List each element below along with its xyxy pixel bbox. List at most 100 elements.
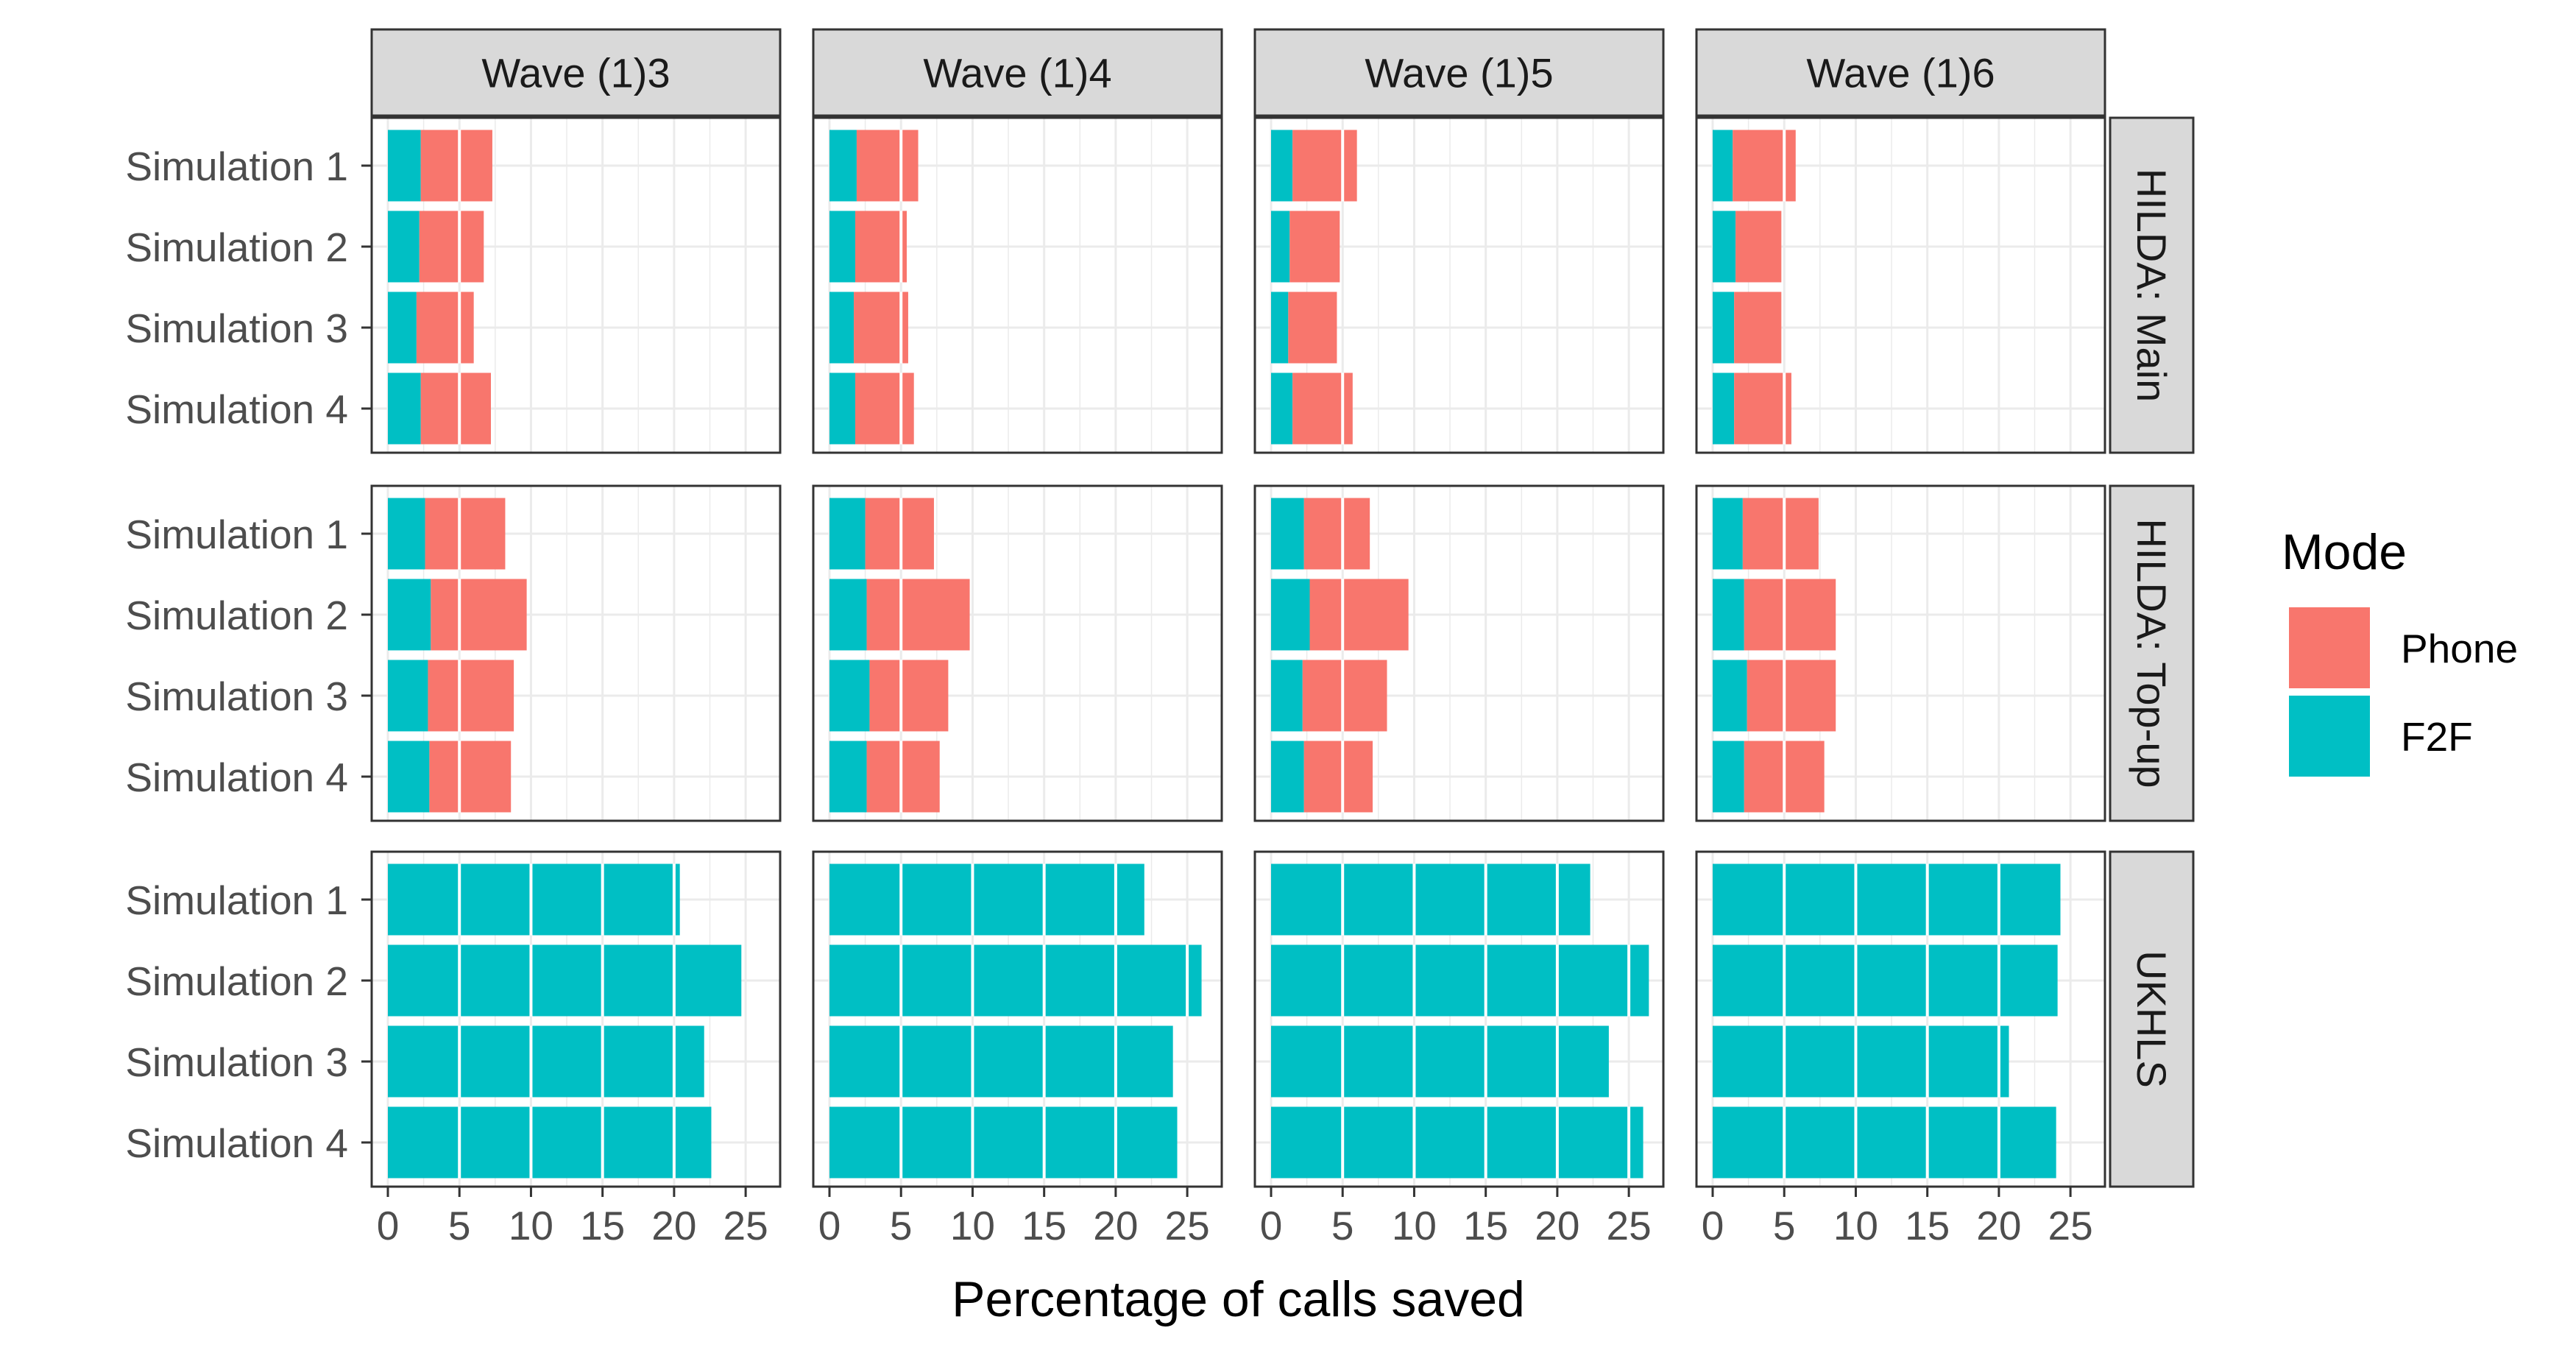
panel-border bbox=[1253, 850, 1665, 1188]
bar-f2f bbox=[1271, 292, 1289, 364]
bar-phone bbox=[855, 372, 914, 445]
bar-f2f bbox=[1713, 741, 1744, 813]
legend-title: Mode bbox=[2282, 524, 2407, 580]
bar-phone bbox=[869, 660, 949, 732]
column-strip-label: Wave (1)5 bbox=[1365, 50, 1553, 96]
x-tick-label: 10 bbox=[1392, 1203, 1437, 1248]
bar-f2f bbox=[1271, 130, 1293, 202]
bar-f2f bbox=[1271, 579, 1310, 651]
panel-border bbox=[370, 850, 782, 1188]
column-strip bbox=[812, 28, 1223, 117]
bar-f2f bbox=[829, 1106, 1178, 1179]
panel-border bbox=[1695, 484, 2106, 822]
bar-phone bbox=[855, 211, 907, 283]
bar-f2f bbox=[388, 1025, 704, 1098]
x-tick-label: 20 bbox=[1093, 1203, 1138, 1248]
y-tick-label: Simulation 4 bbox=[125, 1120, 348, 1166]
bar-f2f bbox=[1271, 372, 1293, 445]
bar-f2f bbox=[829, 372, 855, 445]
y-tick-label: Simulation 1 bbox=[125, 877, 348, 923]
bar-f2f bbox=[388, 863, 680, 936]
bar-f2f bbox=[1271, 1106, 1643, 1179]
bar-f2f bbox=[829, 292, 854, 364]
legend-label: F2F bbox=[2401, 714, 2473, 760]
bar-f2f bbox=[1713, 944, 2058, 1017]
bar-f2f bbox=[829, 579, 867, 651]
bar-f2f bbox=[388, 130, 421, 202]
x-tick-label: 0 bbox=[818, 1203, 841, 1248]
column-strip bbox=[1253, 28, 1665, 117]
legend-key-f2f bbox=[2289, 696, 2370, 777]
y-tick-label: Simulation 3 bbox=[125, 1039, 348, 1085]
panel-border bbox=[1253, 484, 1665, 822]
bar-phone bbox=[419, 211, 484, 283]
x-tick-label: 10 bbox=[509, 1203, 553, 1248]
bar-f2f bbox=[388, 579, 431, 651]
bar-phone bbox=[1733, 130, 1796, 202]
bar-f2f bbox=[1271, 660, 1303, 732]
x-tick-label: 25 bbox=[1607, 1203, 1652, 1248]
y-tick-label: Simulation 3 bbox=[125, 674, 348, 719]
y-tick-label: Simulation 3 bbox=[125, 305, 348, 351]
bar-phone bbox=[429, 741, 512, 813]
legend-key-phone bbox=[2289, 607, 2370, 688]
row-strip-label: HILDA: Top-up bbox=[2129, 518, 2175, 788]
x-tick-label: 0 bbox=[1702, 1203, 1724, 1248]
bar-f2f bbox=[829, 1025, 1173, 1098]
column-strip-label: Wave (1)4 bbox=[923, 50, 1111, 96]
row-strip bbox=[2109, 484, 2195, 822]
y-tick-label: Simulation 2 bbox=[125, 225, 348, 270]
x-tick-label: 25 bbox=[2048, 1203, 2093, 1248]
bar-f2f bbox=[1713, 498, 1743, 570]
y-tick-label: Simulation 2 bbox=[125, 958, 348, 1004]
bar-f2f bbox=[1271, 211, 1290, 283]
bar-f2f bbox=[1713, 1025, 2009, 1098]
bar-f2f bbox=[1271, 741, 1304, 813]
x-tick-label: 20 bbox=[1976, 1203, 2021, 1248]
x-tick-label: 20 bbox=[651, 1203, 696, 1248]
y-tick-label: Simulation 1 bbox=[125, 512, 348, 557]
bar-f2f bbox=[829, 741, 867, 813]
bar-f2f bbox=[829, 211, 855, 283]
bar-phone bbox=[1292, 130, 1357, 202]
bar-phone bbox=[866, 741, 940, 813]
x-tick-label: 5 bbox=[1331, 1203, 1354, 1248]
bar-f2f bbox=[829, 660, 870, 732]
bar-f2f bbox=[829, 498, 866, 570]
bar-phone bbox=[856, 130, 919, 202]
x-tick-label: 25 bbox=[1165, 1203, 1210, 1248]
bar-f2f bbox=[1271, 1025, 1609, 1098]
bar-f2f bbox=[1713, 372, 1735, 445]
bar-phone bbox=[1303, 741, 1373, 813]
bar-f2f bbox=[829, 863, 1144, 936]
bar-f2f bbox=[1271, 498, 1304, 570]
bar-f2f bbox=[1713, 579, 1744, 651]
bar-f2f bbox=[829, 130, 857, 202]
bar-phone bbox=[425, 498, 506, 570]
bar-f2f bbox=[388, 660, 428, 732]
bar-f2f bbox=[1271, 863, 1590, 936]
legend-label: Phone bbox=[2401, 626, 2518, 671]
row-strip-label: UKHLS bbox=[2129, 950, 2175, 1088]
panel-border bbox=[1253, 116, 1665, 454]
y-tick-label: Simulation 4 bbox=[125, 755, 348, 800]
bar-f2f bbox=[1713, 130, 1733, 202]
y-tick-label: Simulation 4 bbox=[125, 386, 348, 432]
x-tick-label: 15 bbox=[1463, 1203, 1508, 1248]
panel-border bbox=[812, 850, 1223, 1188]
bar-f2f bbox=[388, 1106, 712, 1179]
bar-f2f bbox=[1713, 660, 1747, 732]
row-strip bbox=[2109, 850, 2195, 1188]
bar-phone bbox=[431, 579, 527, 651]
x-axis-title: Percentage of calls saved bbox=[952, 1271, 1525, 1327]
y-tick-label: Simulation 2 bbox=[125, 593, 348, 638]
x-tick-label: 20 bbox=[1535, 1203, 1579, 1248]
bar-phone bbox=[1744, 579, 1836, 651]
bar-f2f bbox=[1713, 211, 1736, 283]
bar-phone bbox=[1734, 372, 1791, 445]
x-tick-label: 10 bbox=[1833, 1203, 1878, 1248]
panel-border bbox=[1695, 116, 2106, 454]
x-tick-label: 5 bbox=[1773, 1203, 1796, 1248]
panel-border bbox=[812, 484, 1223, 822]
